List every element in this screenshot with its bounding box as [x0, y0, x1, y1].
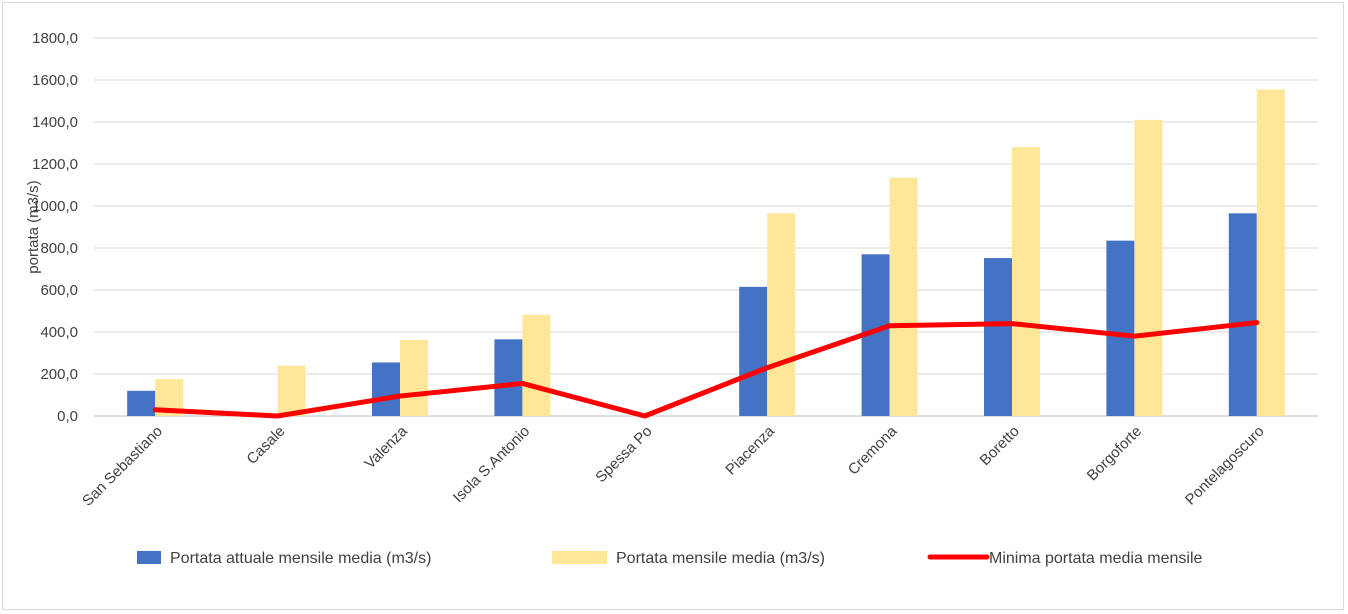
- bar-actual: [1228, 213, 1257, 416]
- legend-label-minimum: Minima portata media mensile: [989, 550, 1203, 567]
- y-axis-ticks: 0,0 200,0 400,0 600,0 800,0 1000,0 1200,0 1400,…: [32, 30, 78, 425]
- y-tick-label: 200,0: [40, 366, 78, 383]
- bar-monthly: [277, 365, 306, 416]
- x-tick-label: Borgoforte: [1084, 423, 1146, 485]
- legend: Portata attuale mensile media (m3/s) Por…: [137, 550, 1203, 567]
- bar-actual: [127, 390, 156, 416]
- bars: [127, 89, 1285, 417]
- y-tick-label: 1400,0: [32, 114, 78, 131]
- y-tick-label: 0,0: [57, 408, 78, 425]
- bar-monthly: [522, 314, 551, 416]
- x-tick-label: Pontelagoscuro: [1182, 423, 1268, 509]
- bar-monthly: [767, 213, 796, 416]
- bar-actual: [494, 339, 523, 416]
- x-tick-label: Boretto: [977, 423, 1023, 469]
- x-tick-label: Cremona: [845, 422, 901, 478]
- y-tick-label: 800,0: [40, 240, 78, 257]
- y-tick-label: 1200,0: [32, 156, 78, 173]
- x-axis-ticks: San Sebastiano Casale Valenza Isola S.Anton…: [79, 422, 1268, 509]
- x-tick-label: Piacenza: [722, 422, 778, 478]
- line-minimum: [152, 320, 1260, 419]
- bar-actual: [372, 362, 400, 416]
- y-tick-label: 1600,0: [32, 72, 78, 89]
- x-tick-label: Spessa Po: [592, 423, 655, 486]
- line-series: [152, 320, 1260, 419]
- bar-monthly: [1134, 119, 1163, 417]
- y-tick-label: 1000,0: [32, 198, 78, 215]
- bar-monthly: [1256, 89, 1285, 416]
- x-tick-label: Isola S.Antonio: [450, 423, 533, 506]
- y-axis-label: portata (m3/s): [25, 180, 42, 273]
- legend-swatch-monthly: [552, 551, 607, 564]
- bar-actual: [984, 258, 1012, 416]
- bar-monthly: [400, 339, 428, 416]
- legend-swatch-actual: [137, 551, 161, 564]
- bar-actual: [1106, 240, 1135, 416]
- bar-monthly: [889, 177, 918, 416]
- x-tick-label: San Sebastiano: [79, 423, 166, 510]
- legend-label-monthly: Portata mensile media (m3/s): [616, 550, 825, 567]
- legend-label-actual: Portata attuale mensile media (m3/s): [170, 550, 431, 567]
- bar-actual: [739, 286, 768, 416]
- y-tick-label: 400,0: [40, 324, 78, 341]
- x-tick-label: Valenza: [361, 422, 411, 472]
- y-tick-label: 1800,0: [32, 30, 78, 47]
- y-tick-label: 600,0: [40, 282, 78, 299]
- bar-monthly: [1012, 147, 1040, 416]
- x-tick-label: Casale: [243, 423, 288, 468]
